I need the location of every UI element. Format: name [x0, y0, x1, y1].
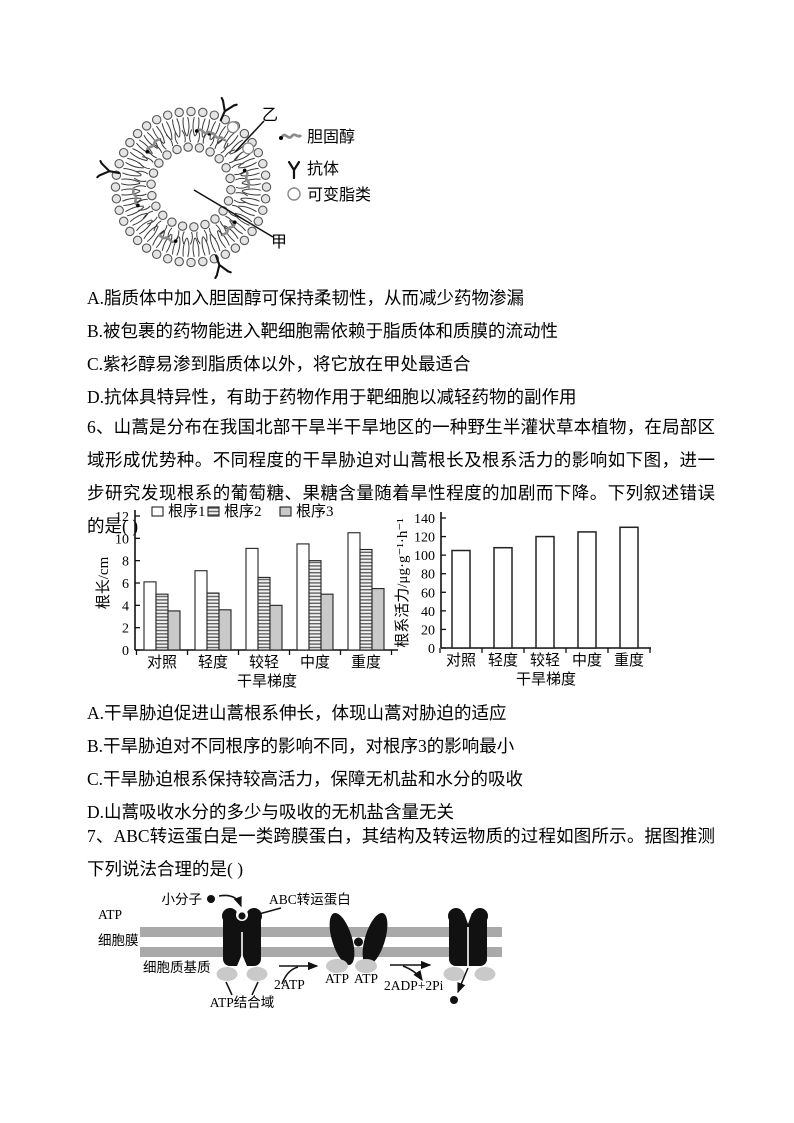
- svg-text:根序2: 根序2: [224, 503, 262, 520]
- svg-text:12: 12: [115, 510, 129, 525]
- q5-options: A.脂质体中加入胆固醇可保持柔韧性，从而减少药物渗漏 B.被包裹的药物能进入靶细…: [87, 282, 747, 414]
- atp-binding-domain-label: ATP结合域: [210, 995, 275, 1010]
- step2-label: 2ADP+2Pi: [384, 978, 444, 993]
- svg-text:20: 20: [421, 623, 435, 638]
- variable-lipid-circle-icon: [287, 187, 301, 201]
- antibody-y-icon: [287, 160, 301, 180]
- svg-text:2: 2: [122, 622, 129, 637]
- step2-curve: [402, 965, 423, 982]
- transporter-state-2: [329, 913, 388, 965]
- small-molecule-label: 小分子: [162, 892, 203, 907]
- svg-text:较轻: 较轻: [530, 651, 560, 669]
- atp-binding-domain-right: [246, 967, 268, 981]
- released-molecule-dot: [450, 996, 458, 1004]
- small-molecule-dot: [207, 895, 215, 903]
- svg-text:80: 80: [421, 568, 435, 583]
- q5-option-c: C.紫衫醇易渗到脂质体以外，将它放在甲处最适合: [87, 354, 471, 374]
- q6-option-b: B.干旱胁迫对不同根序的影响不同，对根序3的影响最小: [87, 736, 515, 756]
- svg-text:较轻: 较轻: [249, 653, 279, 671]
- liposome-figure: 乙 甲 胆固醇 抗体 可变脂类: [96, 96, 371, 279]
- q6-option-a: A.干旱胁迫促进山蒿根系伸长，体现山蒿对胁迫的适应: [87, 703, 507, 723]
- binding-domain-leader-left: [225, 981, 233, 996]
- q6-stem: 6、山蒿是分布在我国北部干旱半干旱地区的一种野生半灌状草本植物，在局部区域形成优…: [87, 417, 715, 536]
- svg-text:根长/cm: 根长/cm: [95, 556, 112, 609]
- q5-option-d: D.抗体具特异性，有助于药物作用于靶细胞以减轻药物的副作用: [87, 387, 577, 407]
- svg-text:8: 8: [122, 555, 129, 570]
- membrane-inner-leaflet: [140, 947, 502, 957]
- q5-option-b: B.被包裹的药物能进入靶细胞需依赖于脂质体和质膜的流动性: [87, 321, 559, 341]
- svg-text:轻度: 轻度: [488, 652, 518, 669]
- q7-stem: 7、ABC转运蛋白是一类跨膜蛋白，其结构及转运物质的过程如图所示。据图推测下列说…: [87, 826, 715, 879]
- svg-text:重度: 重度: [614, 652, 644, 669]
- atp-bound-label-2: ATP: [354, 971, 378, 986]
- label-jia-leader: [193, 189, 274, 238]
- label-yi-leader: [234, 120, 265, 153]
- label-jia: 甲: [271, 234, 287, 251]
- svg-text:40: 40: [421, 605, 435, 620]
- svg-text:10: 10: [115, 532, 129, 547]
- binding-domain-leader-right: [251, 981, 259, 996]
- legend-antibody-label: 抗体: [307, 160, 339, 178]
- legend-variable-lipid-label: 可变脂类: [307, 186, 371, 204]
- released-domain-right: [474, 967, 496, 981]
- q5-option-a: A.脂质体中加入胆固醇可保持柔韧性，从而减少药物渗漏: [87, 288, 525, 308]
- molecule-exit-arrow: [457, 967, 469, 994]
- label-yi: 乙: [262, 107, 278, 124]
- atp-bound-label-1: ATP: [325, 971, 349, 986]
- atp-left-label: ATP: [98, 907, 122, 922]
- step1-label: 2ATP: [274, 977, 305, 992]
- membrane-label: 细胞膜: [98, 933, 139, 948]
- q6-option-c: C.干旱胁迫根系保持较高活力，保障无机盐和水分的吸收: [87, 769, 524, 789]
- svg-text:根系活力/μg·g⁻¹·h⁻¹: 根系活力/μg·g⁻¹·h⁻¹: [394, 518, 411, 648]
- membrane-outer-leaflet: [140, 927, 502, 937]
- svg-text:干旱梯度: 干旱梯度: [237, 673, 297, 690]
- atp-bound-domain-right: [355, 959, 377, 973]
- svg-text:干旱梯度: 干旱梯度: [516, 671, 576, 688]
- transporter-label-leader: [258, 907, 282, 915]
- atp-binding-domain-left: [216, 967, 238, 981]
- svg-text:轻度: 轻度: [198, 654, 228, 671]
- cholesterol-squiggle-icon: [279, 133, 303, 140]
- q6-options: A.干旱胁迫促进山蒿根系伸长，体现山蒿对胁迫的适应 B.干旱胁迫对不同根序的影响…: [87, 697, 747, 829]
- svg-text:中度: 中度: [300, 654, 330, 671]
- cytoplasm-label: 细胞质基质: [143, 959, 211, 975]
- svg-text:60: 60: [421, 586, 435, 601]
- svg-text:对照: 对照: [446, 652, 476, 669]
- abc-transporter-diagram: ATP 细胞膜 细胞质基质 小分子 ABC转运蛋白 ATP结合域 2ATP AT…: [98, 892, 502, 1010]
- transporter-label: ABC转运蛋白: [269, 892, 351, 907]
- atp-bound-domain-left: [326, 959, 348, 973]
- svg-text:100: 100: [414, 549, 435, 564]
- svg-text:4: 4: [122, 599, 129, 614]
- svg-text:0: 0: [122, 644, 129, 659]
- svg-text:对照: 对照: [147, 654, 177, 671]
- svg-text:120: 120: [414, 531, 435, 546]
- molecule-entry-arrow: [218, 894, 242, 908]
- step1-curve: [281, 966, 299, 985]
- svg-text:根序1: 根序1: [168, 503, 206, 520]
- released-domain-left: [443, 967, 465, 981]
- transporter-state-3: [448, 908, 488, 966]
- svg-text:140: 140: [414, 512, 435, 527]
- svg-text:6: 6: [122, 577, 129, 592]
- svg-text:0: 0: [428, 642, 435, 657]
- svg-text:根序3: 根序3: [296, 503, 334, 520]
- svg-text:中度: 中度: [572, 652, 602, 669]
- q6-option-d: D.山蒿吸收水分的多少与吸收的无机盐含量无关: [87, 802, 455, 822]
- transporter-state-1: [222, 908, 262, 966]
- liposome-bilayer: [96, 96, 272, 279]
- svg-text:重度: 重度: [351, 654, 381, 671]
- legend-cholesterol-label: 胆固醇: [307, 128, 355, 146]
